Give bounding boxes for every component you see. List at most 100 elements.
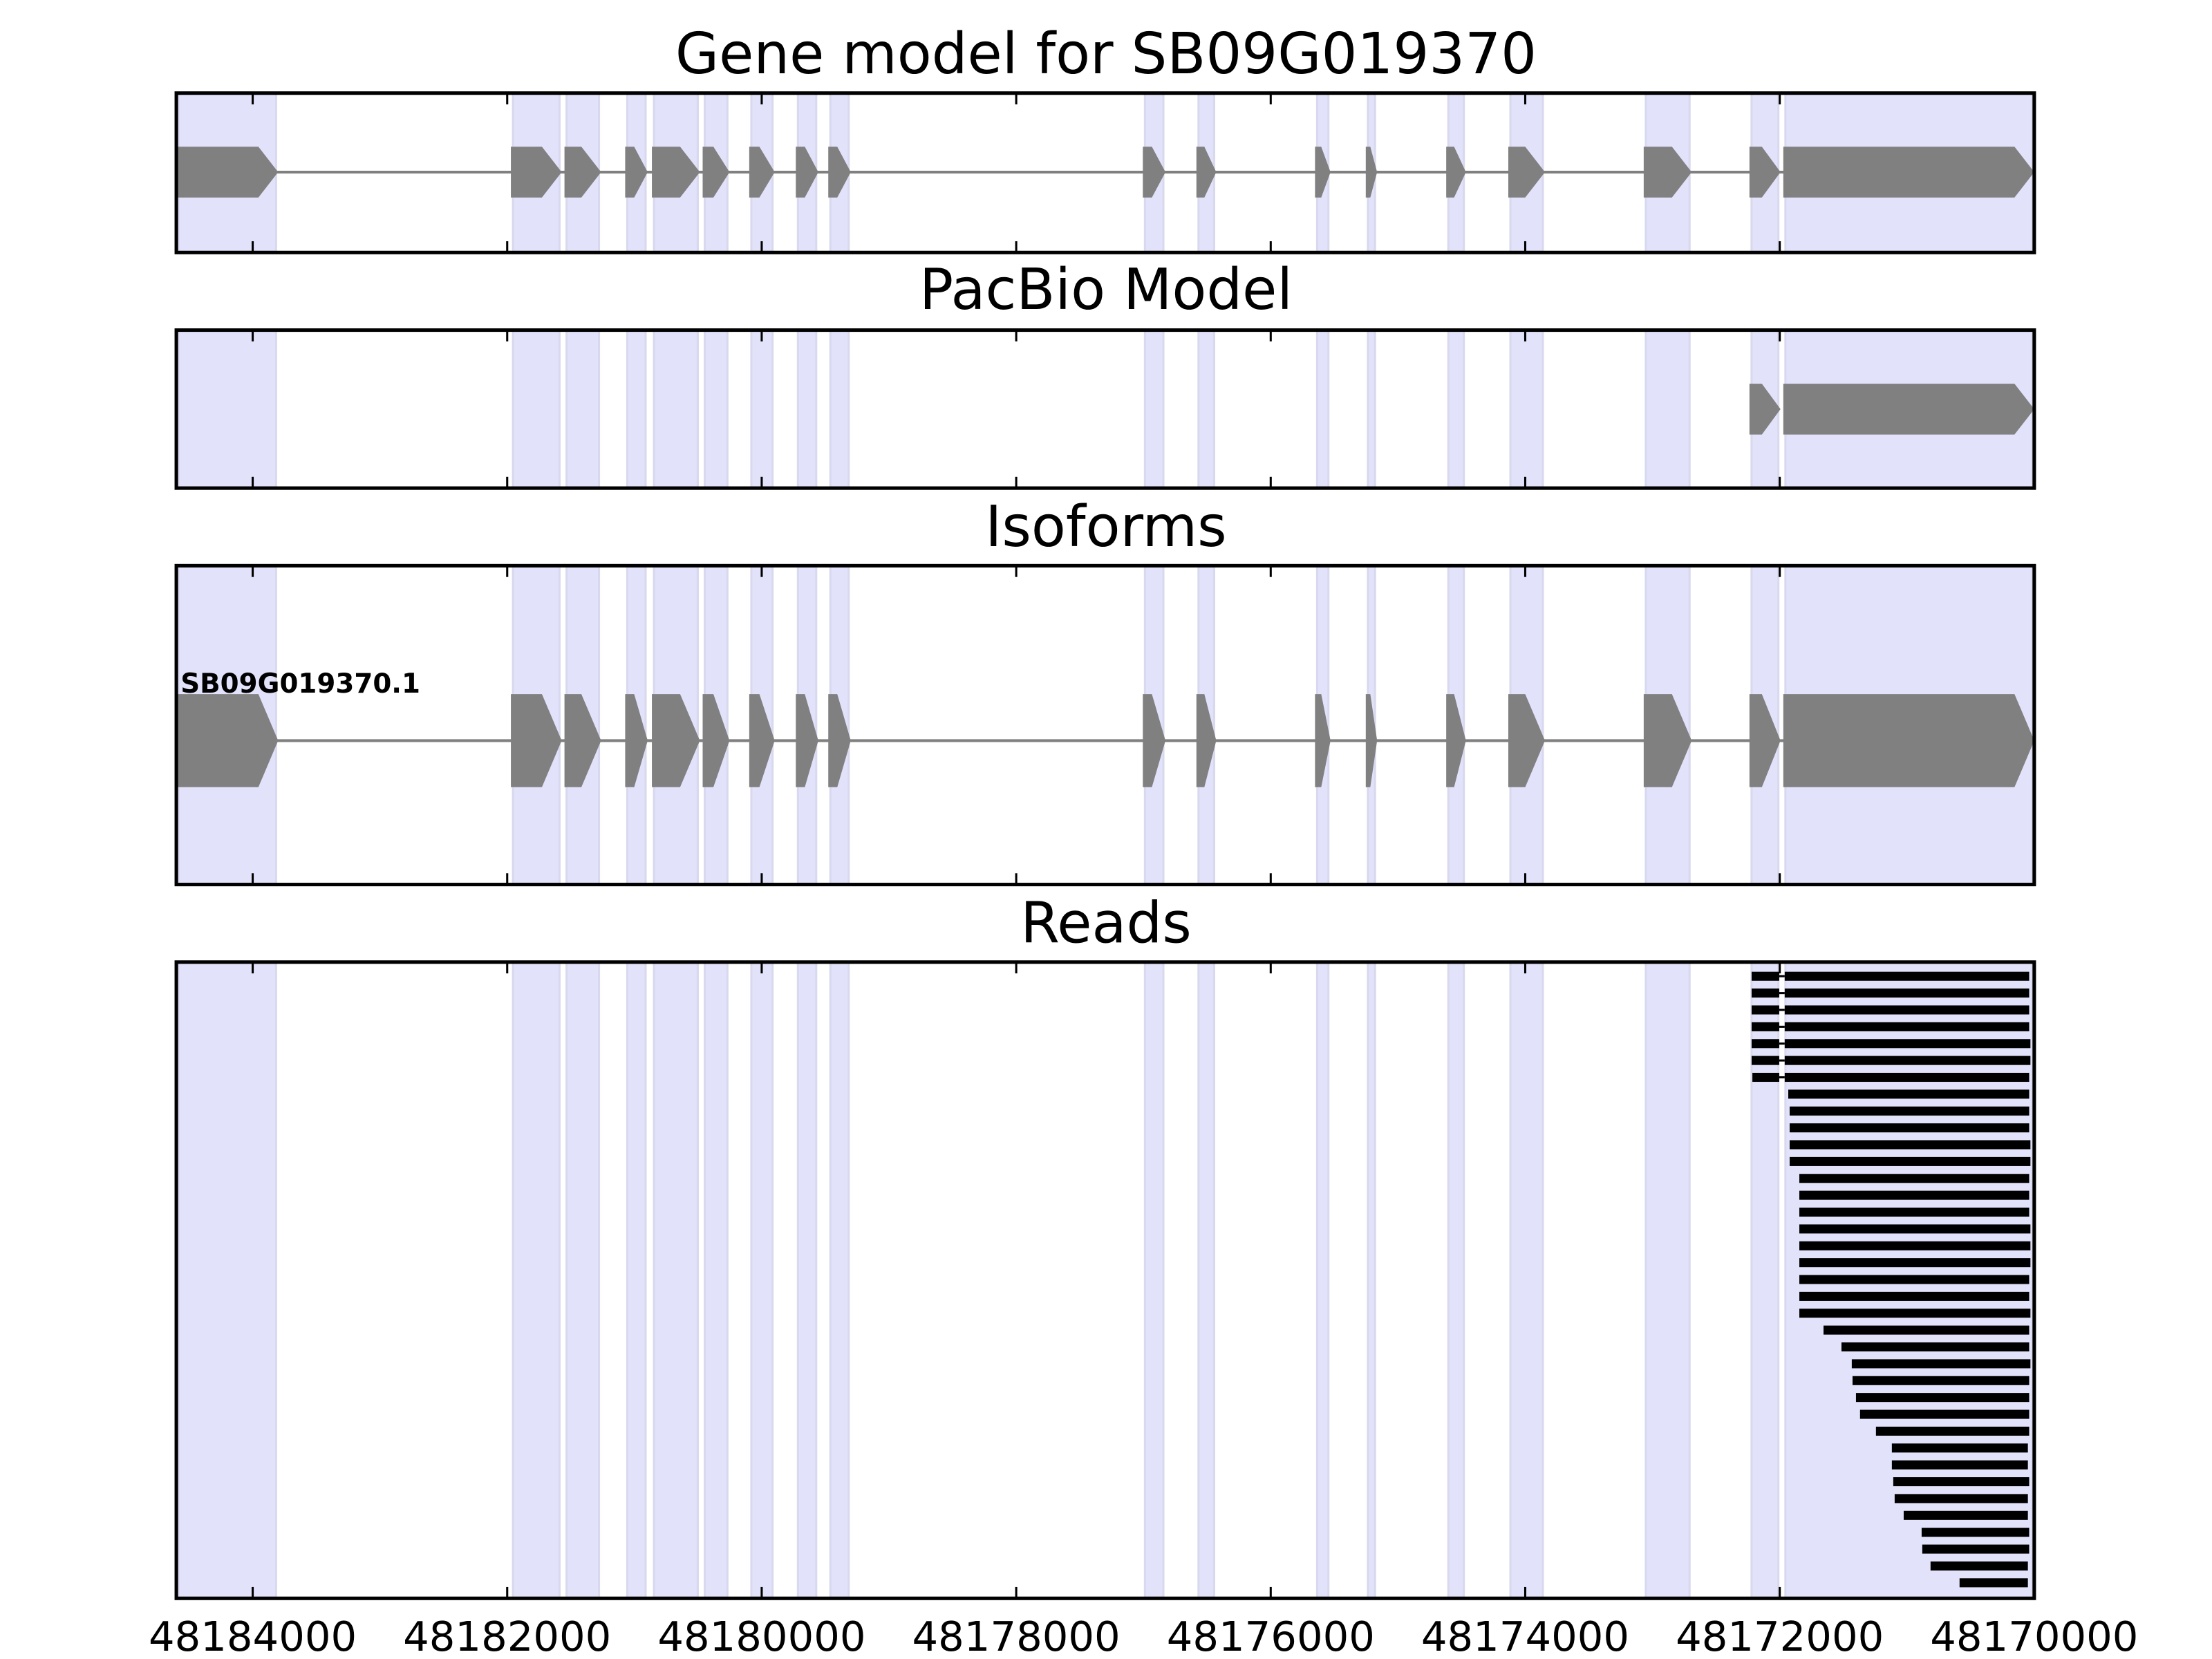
read-segment: [1959, 1578, 2028, 1588]
read: [1799, 1309, 2031, 1318]
read: [1799, 1291, 2030, 1301]
read-segment: [1859, 1409, 2030, 1419]
read-segment: [1788, 1089, 2030, 1099]
panel-reads: Reads 48184000 48182000 48180000 48178000 481…: [149, 890, 2138, 1659]
exon: [702, 147, 730, 198]
read-segment: [1751, 1022, 1779, 1031]
exon: [176, 147, 279, 198]
exon: [1315, 694, 1331, 787]
panel-pacbio: PacBio Model: [174, 257, 2036, 490]
exon: [796, 694, 818, 787]
read-segment: [1799, 1174, 2030, 1183]
read: [1751, 1039, 2031, 1049]
read-segment: [1751, 988, 1779, 998]
read-segment: [1790, 1156, 2031, 1166]
read-segment: [1751, 1039, 1779, 1049]
panel-gene: Gene model for SB09G019370: [174, 21, 2036, 254]
read: [1855, 1393, 2030, 1403]
x-tick-label: 48182000: [403, 1613, 611, 1659]
read-segment: [1930, 1561, 2028, 1571]
panel-title: Isoforms: [985, 494, 1226, 560]
read-segment: [1790, 1140, 2031, 1150]
exon: [1643, 694, 1692, 787]
exon: [1365, 694, 1378, 787]
exon-shade: [750, 961, 774, 1600]
read: [1959, 1578, 2028, 1588]
read-segment: [1893, 1477, 2030, 1487]
exon-shade: [796, 329, 818, 489]
exon-shade: [512, 961, 561, 1600]
read-segment: [1851, 1359, 2031, 1369]
exon: [1315, 147, 1331, 198]
x-tick-label: 48174000: [1421, 1613, 1629, 1659]
read: [1799, 1258, 2031, 1268]
read: [1903, 1510, 2028, 1520]
exon-shade: [626, 961, 647, 1600]
exon: [511, 694, 562, 787]
read: [1790, 1106, 2030, 1116]
exon-shade: [626, 329, 647, 489]
read: [1799, 1207, 2030, 1217]
exon: [1196, 147, 1217, 198]
read-segment: [1752, 1072, 1779, 1082]
read-segment: [1875, 1426, 2030, 1436]
exon: [564, 694, 601, 787]
read: [1751, 988, 2030, 998]
exon-shade: [1644, 961, 1691, 1600]
exon-shade: [1143, 961, 1165, 1600]
exon-shade: [829, 329, 850, 489]
exon: [1749, 147, 1781, 198]
exon-shade: [1367, 329, 1376, 489]
exon: [1783, 147, 2034, 198]
pacbio-exon: [1749, 384, 1781, 435]
read: [1751, 1005, 2030, 1015]
exon: [564, 147, 601, 198]
read-segment: [1784, 1022, 2030, 1031]
x-tick-label: 48178000: [912, 1613, 1121, 1659]
panel-frame: [174, 328, 2036, 490]
exon-shade: [704, 329, 729, 489]
panel-frame: [174, 91, 2036, 254]
read: [1891, 1443, 2028, 1453]
read-segment: [1891, 1460, 2028, 1470]
x-tick-label: 48184000: [149, 1613, 357, 1659]
exon: [1446, 147, 1466, 198]
exon-shade: [1197, 329, 1215, 489]
exon: [702, 694, 730, 787]
read-segment: [1921, 1528, 2030, 1537]
exon: [1196, 694, 1217, 787]
exon: [828, 147, 851, 198]
exon-shade: [177, 961, 277, 1600]
exon: [1143, 147, 1166, 198]
read: [1859, 1409, 2030, 1419]
exon: [625, 147, 648, 198]
read-segment: [1903, 1510, 2028, 1520]
exon: [1508, 694, 1546, 787]
read-segment: [1894, 1494, 2028, 1503]
read-segment: [1799, 1258, 2031, 1268]
read-segment: [1823, 1325, 2030, 1335]
panel-frame: [174, 960, 2036, 1600]
read: [1790, 1156, 2031, 1166]
exon: [1365, 147, 1378, 198]
exon-shade: [1447, 961, 1465, 1600]
read-segment: [1784, 988, 2030, 998]
exon: [1508, 147, 1546, 198]
x-tick-label: 48176000: [1167, 1613, 1375, 1659]
exon-shade: [1750, 961, 1780, 1600]
exon: [625, 694, 648, 787]
read: [1751, 1022, 2030, 1031]
read: [1875, 1426, 2030, 1436]
read-segment: [1855, 1393, 2030, 1403]
read-segment: [1751, 971, 1779, 981]
read: [1852, 1376, 2030, 1385]
read-segment: [1784, 1039, 2031, 1049]
exon-shade: [1509, 329, 1544, 489]
exon: [652, 694, 700, 787]
x-tick-label: 48180000: [657, 1613, 865, 1659]
read: [1790, 1140, 2031, 1150]
read: [1851, 1359, 2031, 1369]
read: [1790, 1123, 2030, 1133]
exon-shade: [177, 329, 277, 489]
